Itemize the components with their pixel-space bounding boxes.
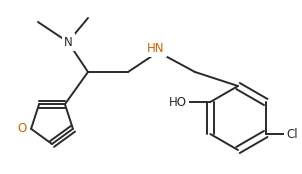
Text: O: O: [18, 122, 27, 135]
Text: N: N: [64, 35, 72, 49]
Text: Cl: Cl: [286, 128, 297, 140]
Text: HN: HN: [147, 42, 165, 54]
Text: HO: HO: [169, 96, 187, 109]
